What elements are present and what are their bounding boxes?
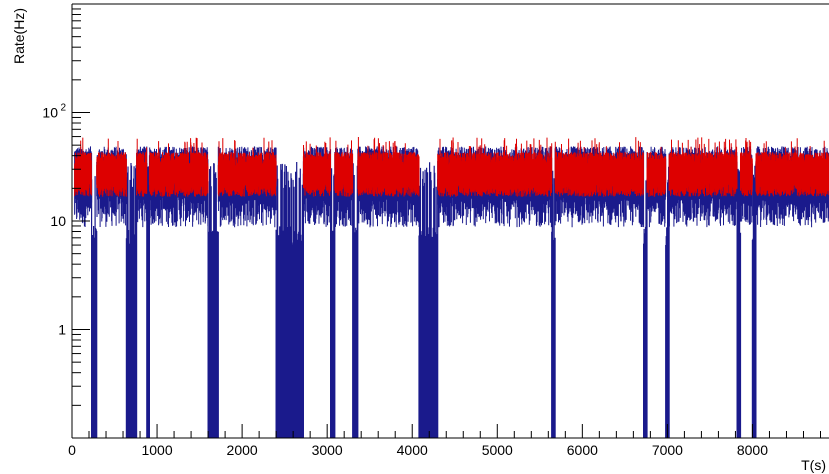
- red-series-segment: [136, 138, 148, 197]
- x-tick-label: 3000: [312, 442, 343, 458]
- x-tick-label: 4000: [397, 442, 428, 458]
- red-series-segment: [217, 137, 277, 197]
- red-series-segment: [96, 138, 127, 197]
- red-series-segment: [668, 137, 738, 197]
- y-tick-label: 1: [58, 322, 66, 338]
- blue-series-dropout: [91, 176, 98, 438]
- red-series-segment: [554, 137, 644, 197]
- y-axis-title: Rate(Hz): [11, 8, 27, 64]
- y-tick-label-exponent: 2: [60, 103, 66, 114]
- x-tick-label: 7000: [652, 442, 683, 458]
- x-tick-label: 0: [68, 442, 76, 458]
- red-series-segment: [646, 146, 667, 197]
- x-axis-title: T(s): [801, 457, 826, 473]
- red-series-layer: [74, 137, 829, 197]
- x-tick-label: 1000: [141, 442, 172, 458]
- y-tick-label: 10: [50, 213, 66, 229]
- red-series-segment: [755, 138, 829, 197]
- x-tick-label: 8000: [737, 442, 768, 458]
- blue-series-dropout: [751, 163, 757, 438]
- blue-series-dropout: [665, 166, 670, 438]
- red-series-segment: [148, 137, 209, 197]
- blue-series-dropout: [275, 162, 304, 438]
- blue-series-dropout: [146, 163, 150, 438]
- blue-series-dropout: [551, 170, 556, 438]
- blue-series-dropout: [330, 168, 336, 438]
- y-tick-label: 10: [42, 105, 58, 121]
- blue-series-dropout: [643, 178, 648, 438]
- blue-series-dropout: [207, 163, 219, 438]
- red-series-segment: [437, 137, 553, 197]
- blue-series-dropout: [352, 163, 359, 438]
- blue-series-dropout: [418, 162, 439, 438]
- x-tick-label: 6000: [567, 442, 598, 458]
- red-series-segment: [357, 137, 420, 197]
- x-tick-label: 2000: [227, 442, 258, 458]
- red-series-segment: [74, 137, 92, 197]
- red-series-segment: [334, 140, 354, 197]
- blue-series-dropout: [736, 168, 742, 438]
- blue-series-dropout: [125, 163, 138, 438]
- red-series-segment: [302, 137, 331, 197]
- red-series-segment: [740, 138, 753, 197]
- x-tick-label: 5000: [482, 442, 513, 458]
